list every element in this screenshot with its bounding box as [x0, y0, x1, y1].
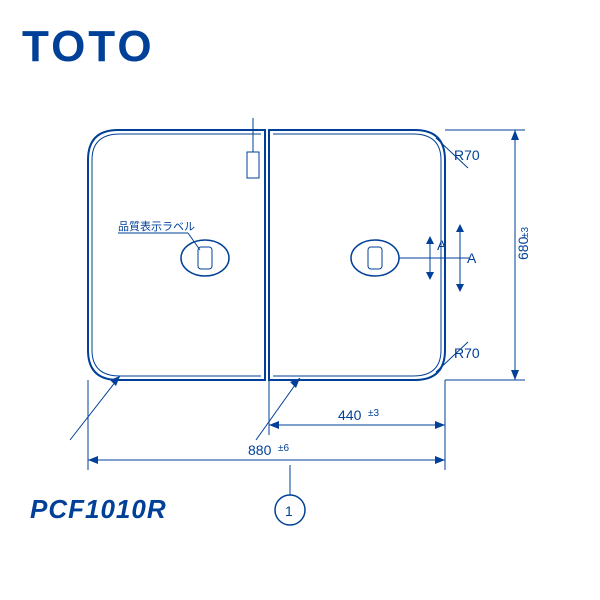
svg-text:1: 1: [285, 503, 293, 519]
svg-text:880: 880: [248, 442, 272, 458]
svg-text:R70: R70: [454, 345, 480, 361]
dim-width-right: 440 ±3: [269, 380, 445, 470]
svg-text:R70: R70: [454, 147, 480, 163]
product-code: PCF1010R: [30, 494, 167, 525]
svg-text:A: A: [437, 237, 447, 253]
dim-height: 680 ±3: [445, 130, 531, 380]
radius-label-top: R70: [436, 138, 480, 168]
tag-mark: [247, 118, 259, 178]
balloon-1: 1: [275, 465, 305, 525]
svg-text:品質表示ラベル: 品質表示ラベル: [118, 219, 195, 233]
handle-left: [181, 240, 229, 276]
panel-leaders: [70, 376, 300, 440]
svg-text:440: 440: [338, 407, 362, 423]
svg-text:680: 680: [515, 236, 531, 260]
svg-text:±3: ±3: [368, 408, 379, 419]
svg-text:±3: ±3: [520, 227, 531, 238]
panel-outlines: [88, 130, 445, 380]
dim-A: A A: [399, 224, 477, 292]
handle-right: [351, 240, 399, 276]
svg-text:±6: ±6: [278, 443, 289, 454]
radius-label-bottom: R70: [436, 342, 480, 372]
drawing-container: TOTO 品質表示ラベル: [0, 0, 600, 600]
svg-text:A: A: [467, 250, 477, 266]
